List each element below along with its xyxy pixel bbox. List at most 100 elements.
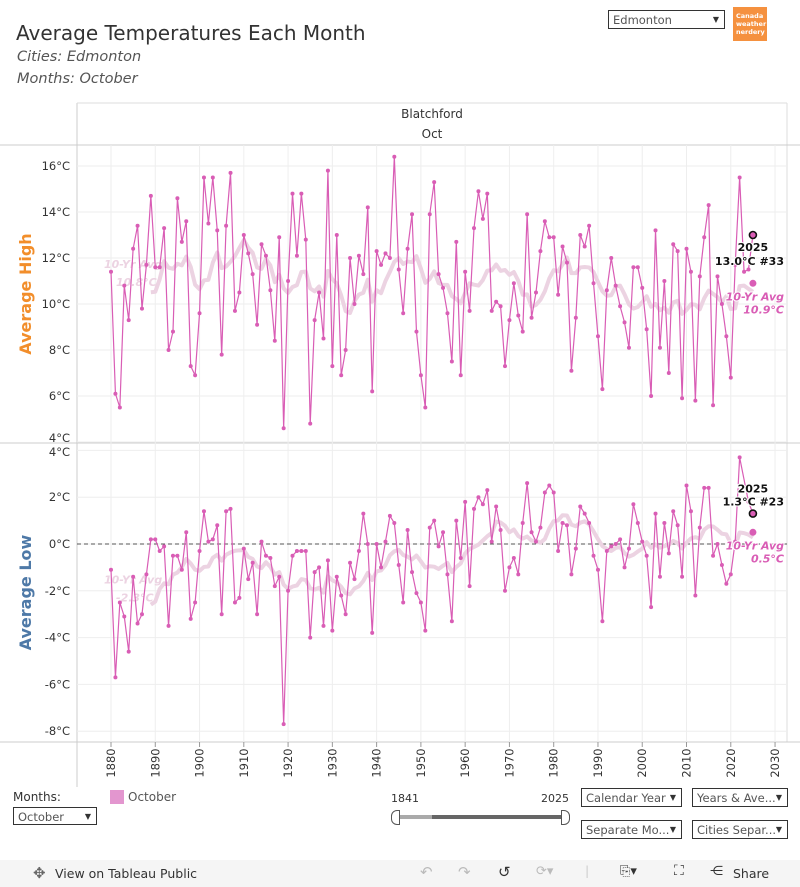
highlight-point bbox=[748, 509, 758, 518]
data-point bbox=[569, 368, 574, 373]
data-point bbox=[175, 196, 180, 201]
months-label: Months: bbox=[13, 790, 61, 804]
data-point bbox=[458, 556, 463, 561]
data-point bbox=[719, 563, 724, 568]
data-point bbox=[139, 306, 144, 311]
data-point bbox=[604, 549, 609, 554]
data-point bbox=[321, 623, 326, 628]
data-point bbox=[737, 175, 742, 180]
data-point bbox=[613, 283, 618, 288]
refresh-icon[interactable]: ⟳▾ bbox=[536, 864, 554, 879]
data-point bbox=[255, 322, 260, 327]
data-point bbox=[711, 553, 716, 558]
data-point bbox=[525, 481, 530, 486]
date-type-select[interactable]: Calendar Year ▼ bbox=[581, 788, 682, 807]
data-point bbox=[197, 311, 202, 316]
download-icon[interactable]: ⎘▾ bbox=[620, 864, 637, 879]
avg-start-value: 10.8°C bbox=[116, 276, 157, 289]
range-slider-end-handle[interactable] bbox=[561, 810, 570, 825]
data-point bbox=[405, 246, 410, 251]
y-tick-label: 12°C bbox=[42, 251, 70, 265]
data-point bbox=[675, 249, 680, 254]
data-point bbox=[410, 570, 415, 575]
data-point bbox=[339, 373, 344, 378]
data-point bbox=[162, 226, 167, 231]
share-button[interactable]: Share bbox=[733, 866, 770, 881]
data-point bbox=[396, 563, 401, 568]
ten-year-average-line bbox=[150, 238, 755, 316]
data-point bbox=[193, 600, 198, 605]
data-point bbox=[595, 567, 600, 572]
undo-icon[interactable]: ↶ bbox=[420, 863, 433, 881]
data-point bbox=[640, 285, 645, 290]
data-point bbox=[702, 485, 707, 490]
data-point bbox=[241, 233, 246, 237]
data-point bbox=[215, 228, 220, 233]
data-point bbox=[503, 364, 508, 369]
fullscreen-icon[interactable]: ⛶ bbox=[674, 863, 684, 879]
data-point bbox=[582, 511, 587, 516]
data-point bbox=[396, 267, 401, 272]
data-point bbox=[680, 396, 685, 401]
data-point bbox=[476, 495, 481, 500]
data-point bbox=[135, 223, 140, 228]
data-point bbox=[618, 304, 623, 309]
data-point bbox=[467, 308, 472, 313]
data-point bbox=[250, 272, 255, 277]
data-point bbox=[511, 281, 516, 286]
data-point bbox=[325, 168, 330, 173]
view-on-tableau-public-link[interactable]: View on Tableau Public bbox=[55, 866, 198, 881]
data-point bbox=[556, 549, 561, 554]
data-point bbox=[631, 502, 636, 507]
legend-swatch[interactable] bbox=[110, 790, 124, 804]
data-point bbox=[728, 572, 733, 577]
data-point bbox=[387, 256, 392, 260]
share-icon[interactable]: ⋲ bbox=[710, 864, 723, 879]
data-point bbox=[529, 530, 534, 535]
data-point bbox=[449, 359, 454, 364]
data-point bbox=[201, 175, 206, 180]
data-point bbox=[432, 518, 437, 523]
data-point bbox=[317, 290, 322, 295]
data-point bbox=[662, 520, 667, 525]
months-select[interactable]: October ▼ bbox=[13, 807, 97, 825]
data-point bbox=[277, 235, 282, 240]
city-select[interactable]: Edmonton ▼ bbox=[608, 10, 725, 29]
logo[interactable]: Canada weather nerdery bbox=[733, 7, 767, 41]
x-tick-label: 1910 bbox=[237, 748, 251, 777]
data-point bbox=[387, 513, 392, 518]
data-point bbox=[370, 389, 375, 394]
range-slider-start-handle[interactable] bbox=[391, 810, 400, 825]
cities-mode-select[interactable]: Cities Separ... ▼ bbox=[692, 820, 788, 839]
legend-label[interactable]: October bbox=[128, 790, 177, 804]
data-point bbox=[308, 421, 313, 426]
data-point bbox=[166, 623, 171, 628]
months-mode-value: Separate Mo... bbox=[586, 823, 670, 837]
months-mode-select[interactable]: Separate Mo... ▼ bbox=[581, 820, 682, 839]
data-point bbox=[489, 308, 494, 313]
data-point bbox=[343, 348, 348, 352]
data-point bbox=[259, 242, 264, 247]
chevron-down-icon: ▼ bbox=[84, 812, 91, 821]
redo-icon[interactable]: ↷ bbox=[458, 863, 471, 881]
data-point bbox=[352, 302, 357, 306]
data-point bbox=[268, 556, 273, 561]
range-slider-track[interactable] bbox=[396, 815, 566, 819]
years-averages-select[interactable]: Years & Ave... ▼ bbox=[692, 788, 788, 807]
avg-start-label: 10-Yr Avg bbox=[104, 258, 162, 271]
data-point bbox=[609, 544, 614, 549]
data-point bbox=[166, 348, 171, 352]
data-point bbox=[374, 542, 379, 546]
data-point bbox=[454, 239, 459, 244]
highlight-year: 2025 bbox=[738, 241, 769, 254]
revert-icon[interactable]: ↺ bbox=[498, 863, 511, 881]
y-axis-label: Average High bbox=[16, 233, 35, 354]
data-point bbox=[126, 318, 131, 323]
x-tick-label: 2020 bbox=[724, 748, 738, 777]
y-tick-label: 8°C bbox=[49, 343, 70, 357]
data-point bbox=[184, 219, 189, 224]
data-point bbox=[671, 509, 676, 514]
data-point bbox=[542, 490, 547, 495]
data-point bbox=[339, 593, 344, 598]
data-point bbox=[724, 334, 729, 339]
